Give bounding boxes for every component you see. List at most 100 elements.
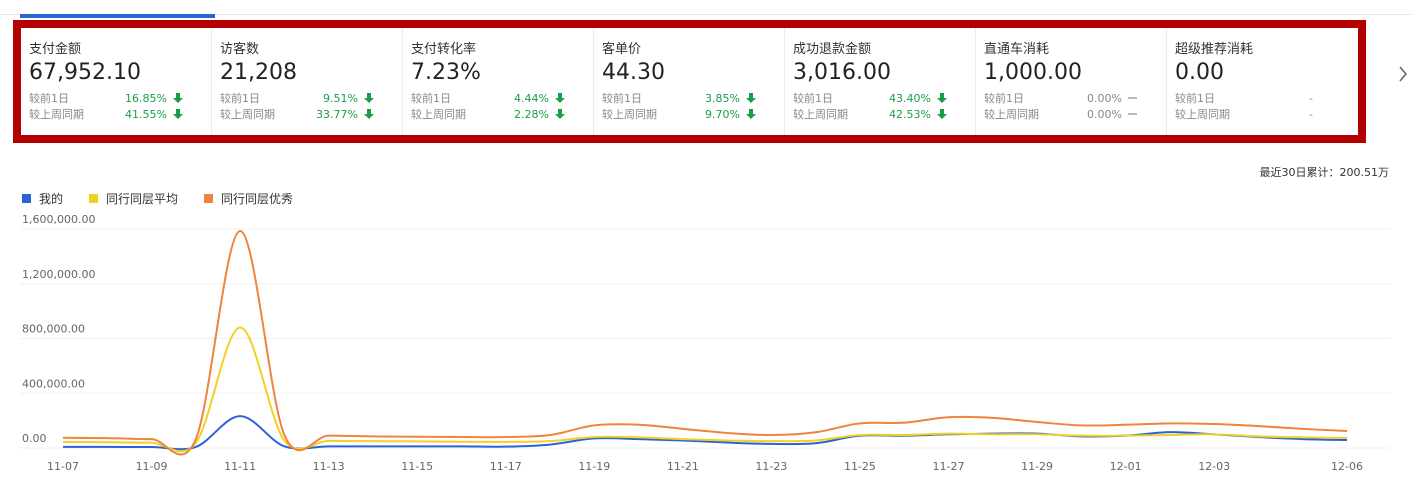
change-value: 2.28% (514, 107, 549, 121)
kpi-change: 较上周同期 9.70% (602, 106, 784, 122)
change-label: 较前1日 (220, 92, 260, 105)
trend-icon-svg (746, 109, 756, 119)
kpi-title: 支付转化率 (411, 42, 477, 57)
kpi-change: 较前1日 3.85% (602, 90, 784, 106)
down-arrow (746, 109, 756, 119)
trend-icon (936, 108, 952, 120)
legend-label: 我的 (39, 192, 64, 206)
change-value: 4.44% (514, 91, 549, 105)
change-value: 16.85% (125, 91, 167, 105)
x-tick-label: 11-25 (844, 460, 876, 473)
legend: 我的 同行同层平均 同行同层优秀 (22, 190, 319, 207)
kpi-card[interactable]: 访客数 21,208 较前1日 9.51% 较上周同期 33.77% (212, 28, 403, 135)
trend-icon (745, 92, 761, 104)
trend-icon (172, 108, 188, 120)
change-value: 0.00% (1087, 107, 1122, 121)
summary: 最近30日累计：200.51万 (1259, 166, 1390, 179)
change-label: 较上周同期 (793, 108, 848, 121)
kpi-title: 超级推荐消耗 (1175, 42, 1254, 57)
x-tick-label: 11-11 (224, 460, 256, 473)
x-tick-label: 11-13 (313, 460, 345, 473)
change-label: 较前1日 (602, 92, 642, 105)
down-arrow (555, 109, 565, 119)
change-value: 43.40% (889, 91, 931, 105)
x-tick-label: 12-01 (1110, 460, 1142, 473)
trend-icon-svg (1128, 113, 1137, 115)
y-tick-label: 1,200,000.00 (22, 268, 95, 281)
trend-icon (363, 108, 379, 120)
x-tick-label: 11-17 (490, 460, 522, 473)
change-label: 较前1日 (793, 92, 833, 105)
kpi-value: 7.23% (411, 60, 481, 85)
y-tick-label: 800,000.00 (22, 323, 85, 336)
trend-icon-svg (173, 93, 183, 103)
trend-icon-svg (364, 109, 374, 119)
trend-icon (1127, 92, 1143, 104)
legend-label: 同行同层平均 (106, 192, 179, 206)
kpi-change: 较上周同期 - (1175, 106, 1358, 122)
kpi-change: 较前1日 43.40% (793, 90, 975, 106)
legend-item[interactable]: 我的 (22, 190, 63, 207)
kpi-card[interactable]: 直通车消耗 1,000.00 较前1日 0.00% 较上周同期 0.00% (976, 28, 1167, 135)
trend-icon-svg (364, 93, 374, 103)
kpi-change: 较上周同期 0.00% (984, 106, 1166, 122)
change-label: 较上周同期 (602, 108, 657, 121)
kpi-card[interactable]: 客单价 44.30 较前1日 3.85% 较上周同期 9.70% (594, 28, 785, 135)
kpi-card[interactable]: 超级推荐消耗 0.00 较前1日 - 较上周同期 - (1167, 28, 1358, 135)
kpi-value: 1,000.00 (984, 60, 1082, 85)
kpi-change: 较上周同期 41.55% (29, 106, 211, 122)
change-label: 较上周同期 (984, 108, 1039, 121)
trend-icon (363, 92, 379, 104)
series-line (62, 415, 1348, 451)
kpi-value: 67,952.10 (29, 60, 141, 85)
legend-swatch (204, 194, 214, 203)
change-value: 33.77% (316, 107, 358, 121)
x-tick-label: 11-09 (136, 460, 168, 473)
kpi-change: 较前1日 0.00% (984, 90, 1166, 106)
active-tab-indicator[interactable] (20, 14, 215, 18)
trend-icon (1127, 108, 1143, 120)
change-label: 较前1日 (29, 92, 69, 105)
trend-icon-svg (555, 93, 565, 103)
kpi-card[interactable]: 成功退款金额 3,016.00 较前1日 43.40% 较上周同期 42.53% (785, 28, 976, 135)
trend-icon (745, 108, 761, 120)
kpi-card[interactable]: 支付转化率 7.23% 较前1日 4.44% 较上周同期 2.28% (403, 28, 594, 135)
tab-border (0, 14, 1411, 15)
kpi-value: 21,208 (220, 60, 297, 85)
trend-icon-svg (1128, 97, 1137, 99)
trend-icon (554, 108, 570, 120)
kpi-panel: 支付金额 67,952.10 较前1日 16.85% 较上周同期 41.55% 访客数 21,… (13, 20, 1366, 143)
legend-item[interactable]: 同行同层平均 (89, 190, 178, 207)
trend-icon (172, 92, 188, 104)
x-tick-label: 11-29 (1021, 460, 1053, 473)
x-tick-label: 11-21 (667, 460, 699, 473)
series-line (62, 326, 1348, 453)
down-arrow (937, 109, 947, 119)
x-tick-label: 11-19 (578, 460, 610, 473)
trend-icon-svg (746, 93, 756, 103)
kpi-change: 较前1日 9.51% (220, 90, 402, 106)
trend-icon-svg (937, 109, 947, 119)
next-arrow[interactable] (1397, 64, 1409, 84)
trend-icon-svg (555, 109, 565, 119)
y-tick-label: 0.00 (22, 432, 47, 445)
series-line (62, 230, 1348, 456)
kpi-change: 较上周同期 2.28% (411, 106, 593, 122)
down-arrow (937, 93, 947, 103)
change-label: 较上周同期 (1175, 108, 1230, 121)
kpi-card[interactable]: 支付金额 67,952.10 较前1日 16.85% 较上周同期 41.55% (21, 28, 212, 135)
legend-item[interactable]: 同行同层优秀 (204, 190, 293, 207)
kpi-title: 访客数 (220, 42, 260, 57)
kpi-title: 成功退款金额 (793, 42, 872, 57)
x-tick-label: 12-06 (1331, 460, 1363, 473)
kpi-change: 较前1日 16.85% (29, 90, 211, 106)
trend-icon (936, 92, 952, 104)
down-arrow (364, 109, 374, 119)
kpi-change: 较前1日 4.44% (411, 90, 593, 106)
x-tick-label: 11-15 (401, 460, 433, 473)
change-label: 较前1日 (984, 92, 1024, 105)
trend-icon-svg (937, 93, 947, 103)
change-value: - (1309, 107, 1313, 121)
y-tick-label: 400,000.00 (22, 377, 85, 390)
